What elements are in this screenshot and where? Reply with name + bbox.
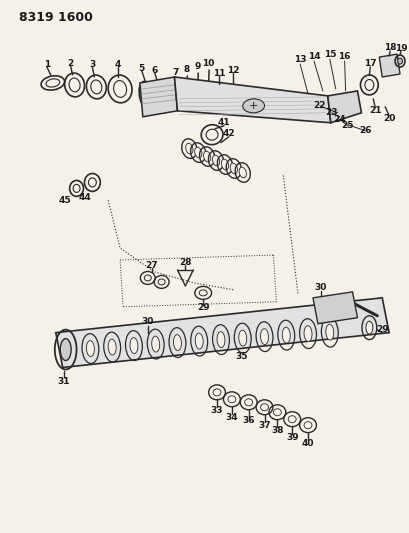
Text: 15: 15 xyxy=(323,50,335,59)
Text: 42: 42 xyxy=(222,129,235,138)
Ellipse shape xyxy=(216,332,225,348)
Text: 38: 38 xyxy=(270,426,283,434)
Ellipse shape xyxy=(159,94,166,108)
Text: 28: 28 xyxy=(179,257,191,266)
Text: 26: 26 xyxy=(358,126,371,135)
Text: 30: 30 xyxy=(314,284,326,293)
Ellipse shape xyxy=(242,99,264,113)
Ellipse shape xyxy=(130,337,137,353)
Text: 10: 10 xyxy=(202,59,214,68)
Ellipse shape xyxy=(108,339,116,355)
Ellipse shape xyxy=(260,404,268,411)
Ellipse shape xyxy=(206,129,218,140)
Text: 3: 3 xyxy=(89,60,95,69)
Text: 8319 1600: 8319 1600 xyxy=(19,11,93,24)
Text: 9: 9 xyxy=(193,61,200,70)
Ellipse shape xyxy=(282,327,290,343)
Ellipse shape xyxy=(325,324,333,340)
Text: 6: 6 xyxy=(151,66,157,75)
Text: 27: 27 xyxy=(145,261,158,270)
Ellipse shape xyxy=(227,396,235,403)
Ellipse shape xyxy=(230,163,237,174)
Text: 2: 2 xyxy=(67,59,74,68)
Text: 45: 45 xyxy=(58,196,71,205)
Text: 35: 35 xyxy=(235,352,247,361)
Text: 31: 31 xyxy=(57,377,70,386)
Text: 29: 29 xyxy=(375,325,388,334)
Text: 13: 13 xyxy=(293,54,306,63)
Text: 17: 17 xyxy=(363,59,376,68)
Text: 1: 1 xyxy=(44,60,50,69)
Polygon shape xyxy=(174,77,330,123)
Ellipse shape xyxy=(46,79,60,87)
Ellipse shape xyxy=(86,341,94,357)
Text: 37: 37 xyxy=(258,421,270,430)
Ellipse shape xyxy=(60,338,71,360)
Ellipse shape xyxy=(365,321,372,334)
Ellipse shape xyxy=(88,178,96,187)
Ellipse shape xyxy=(151,336,159,352)
Text: 40: 40 xyxy=(301,439,314,448)
Text: 5: 5 xyxy=(138,63,145,72)
Polygon shape xyxy=(378,54,399,77)
Text: 22: 22 xyxy=(313,101,325,110)
Ellipse shape xyxy=(238,330,246,346)
Ellipse shape xyxy=(144,275,151,281)
Text: 30: 30 xyxy=(141,317,154,326)
Text: 44: 44 xyxy=(78,193,91,202)
Ellipse shape xyxy=(194,147,201,158)
Text: 34: 34 xyxy=(225,413,238,422)
Text: 12: 12 xyxy=(226,66,238,75)
Ellipse shape xyxy=(73,184,80,192)
Ellipse shape xyxy=(199,290,207,296)
Text: 25: 25 xyxy=(341,121,353,130)
Text: 20: 20 xyxy=(382,114,394,123)
Text: 11: 11 xyxy=(212,69,225,77)
Polygon shape xyxy=(56,298,388,367)
Ellipse shape xyxy=(91,80,101,94)
Ellipse shape xyxy=(303,326,311,342)
Text: 24: 24 xyxy=(333,115,345,124)
Ellipse shape xyxy=(158,279,165,285)
Polygon shape xyxy=(327,91,361,123)
Polygon shape xyxy=(312,292,357,324)
Ellipse shape xyxy=(238,167,246,178)
Text: 19: 19 xyxy=(394,44,406,53)
Ellipse shape xyxy=(69,78,80,92)
Ellipse shape xyxy=(173,335,181,351)
Ellipse shape xyxy=(260,329,268,344)
Text: 29: 29 xyxy=(196,303,209,312)
Text: +: + xyxy=(248,101,258,111)
Ellipse shape xyxy=(244,399,252,406)
Text: 41: 41 xyxy=(217,118,230,127)
Ellipse shape xyxy=(288,416,295,423)
Ellipse shape xyxy=(185,143,193,154)
Text: 21: 21 xyxy=(368,106,381,115)
Text: 7: 7 xyxy=(172,68,178,77)
Ellipse shape xyxy=(195,333,203,349)
Text: 18: 18 xyxy=(383,43,396,52)
Text: 8: 8 xyxy=(183,64,189,74)
Ellipse shape xyxy=(213,389,220,396)
Text: 36: 36 xyxy=(242,416,254,425)
Ellipse shape xyxy=(143,87,152,107)
Text: 14: 14 xyxy=(307,52,319,61)
Ellipse shape xyxy=(364,79,373,91)
Ellipse shape xyxy=(113,80,126,98)
Ellipse shape xyxy=(303,422,311,429)
Text: 4: 4 xyxy=(115,60,121,69)
Ellipse shape xyxy=(221,159,228,170)
Ellipse shape xyxy=(397,58,402,64)
Ellipse shape xyxy=(203,151,210,162)
Ellipse shape xyxy=(273,409,281,416)
Text: 33: 33 xyxy=(210,406,223,415)
Text: 23: 23 xyxy=(325,108,337,117)
Text: 16: 16 xyxy=(337,52,350,61)
Text: 39: 39 xyxy=(285,433,298,442)
Ellipse shape xyxy=(212,155,219,166)
Polygon shape xyxy=(139,77,177,117)
